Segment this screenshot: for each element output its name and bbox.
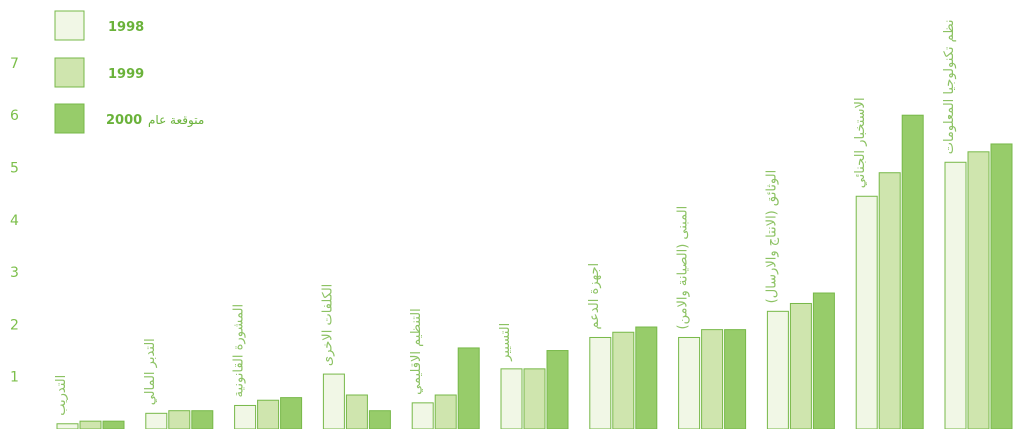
category-label: المبنى (الصيانة والامن) — [676, 206, 691, 330]
bar-2000-10 — [901, 114, 924, 429]
bar-2000-2 — [191, 410, 214, 429]
legend: 1998 1999 2000 متوقعة عام — [54, 10, 204, 134]
legend-swatch-2000 — [54, 103, 85, 134]
category-label: التدريب — [54, 375, 69, 416]
y-tick-label: 5 — [10, 161, 19, 177]
bar-2000-4 — [368, 410, 391, 429]
bar-1998-10 — [855, 195, 878, 429]
bar-1999-10 — [878, 172, 901, 429]
bar-1998-11 — [944, 161, 967, 429]
legend-swatch-1998 — [54, 10, 85, 41]
y-tick-label: 2 — [10, 317, 19, 333]
bars — [56, 114, 1013, 429]
bar-1999-7 — [612, 331, 635, 429]
category-label: التسيير — [498, 323, 513, 362]
bar-2000-7 — [635, 326, 658, 429]
category-label: التنظيم الاقليمي — [409, 308, 424, 395]
y-tick-label: 3 — [10, 265, 19, 281]
bar-1998-6 — [500, 368, 523, 429]
bar-2000-8 — [724, 329, 747, 429]
bar-2000-9 — [812, 292, 835, 429]
bar-1999-1 — [79, 420, 102, 429]
bar-1999-11 — [967, 151, 990, 429]
category-label: نظم تكنولوجيا المعلومات — [942, 19, 957, 154]
legend-swatch-1999 — [54, 57, 85, 88]
legend-label-1999: 1999 — [108, 67, 144, 82]
bar-1999-4 — [345, 394, 368, 429]
legend-note-2000: متوقعة عام — [148, 113, 204, 128]
bar-2000-6 — [546, 350, 569, 429]
bar-1999-2 — [168, 410, 191, 429]
bar-1998-2 — [145, 412, 168, 429]
category-label: الكلفات الاخرى — [320, 284, 335, 366]
bar-1999-9 — [789, 302, 812, 429]
category-label: المشورة القانونية — [232, 304, 247, 398]
bar-1998-7 — [589, 336, 612, 429]
bar-2000-3 — [280, 397, 303, 429]
y-axis-ticks: 1 2 3 4 5 6 7 — [10, 56, 19, 386]
bar-1999-6 — [523, 368, 546, 429]
bar-1998-4 — [322, 373, 345, 429]
legend-label-2000: 2000 — [106, 113, 142, 128]
bar-2000-1 — [102, 420, 125, 429]
y-tick-label: 4 — [10, 213, 19, 229]
bar-1998-5 — [411, 402, 434, 429]
y-tick-label: 1 — [10, 370, 19, 386]
category-label: التدبر المالي — [143, 338, 158, 405]
bar-2000-5 — [457, 347, 480, 429]
y-tick-label: 7 — [10, 56, 19, 72]
bar-1998-9 — [766, 310, 789, 429]
category-label: الاستخبار الجنائي — [853, 97, 868, 188]
bar-1998-3 — [234, 404, 257, 429]
legend-label-1998: 1998 — [108, 20, 144, 35]
bar-1999-5 — [434, 394, 457, 429]
category-label: اجهزة الدعم — [587, 263, 602, 330]
bar-1999-3 — [257, 399, 280, 429]
category-labels: التدريب التدبر المالي المشورة القانونية الك… — [54, 19, 957, 415]
bar-1999-8 — [701, 329, 724, 429]
y-tick-label: 6 — [10, 108, 19, 124]
bar-1998-1 — [56, 423, 79, 429]
bar-2000-11 — [990, 143, 1013, 429]
bar-1998-8 — [678, 336, 701, 429]
category-label: الوثائق (الانتاج والارسال) — [764, 170, 779, 304]
